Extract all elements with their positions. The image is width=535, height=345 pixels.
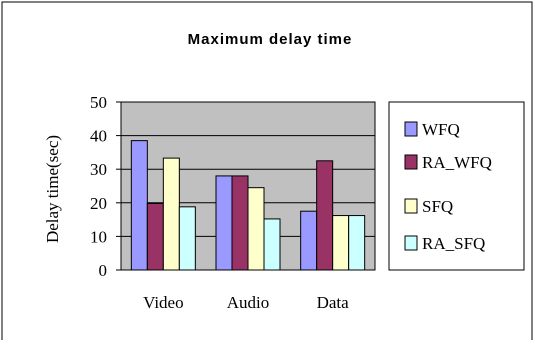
legend-swatch [404,154,418,170]
chart-frame [1,1,533,340]
y-tick-label: 0 [99,261,108,280]
x-category-label: Video [143,293,184,312]
y-ticks: 0 10 20 30 40 50 [90,93,121,280]
legend-label: RA_SFQ [422,234,485,253]
chart-title: Maximum delay time [188,31,353,48]
bar-ra-wfq-audio [231,175,249,271]
y-axis-label: Delay time(sec) [43,135,62,243]
bar-ra-sfq-video [178,206,196,271]
legend-label: WFQ [422,120,460,139]
bar-ra-wfq-video [146,202,164,271]
bar-wfq-video [130,140,148,271]
bars [130,140,366,271]
bar-ra-sfq-audio [263,218,281,271]
x-categories: Video Audio Data [143,293,349,312]
legend-label: RA_WFQ [422,153,492,172]
bar-wfq-data [300,210,318,271]
bar-sfq-data [332,215,350,271]
bar-sfq-video [162,157,180,271]
bar-sfq-audio [247,187,265,271]
x-category-label: Audio [227,293,270,312]
legend: WFQ RA_WFQ SFQ RA_SFQ [404,120,492,253]
x-category-label: Data [317,293,350,312]
bar-wfq-audio [215,175,233,271]
y-tick-label: 50 [90,93,107,112]
legend-swatch [404,235,418,251]
y-tick-label: 20 [90,194,107,213]
legend-swatch [404,198,418,214]
y-tick-label: 30 [90,160,107,179]
y-tick-label: 10 [90,227,107,246]
bar-ra-sfq-data [348,215,366,271]
y-tick-label: 40 [90,127,107,146]
legend-label: SFQ [422,197,453,216]
bar-ra-wfq-data [316,160,334,271]
legend-swatch [404,121,418,137]
